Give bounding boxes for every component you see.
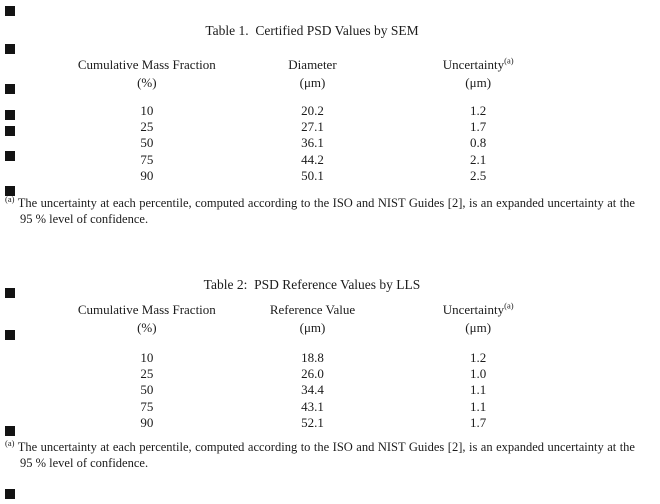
table2-header-col3: Uncertainty(a) (μm): [395, 301, 561, 337]
table1-col3-values: 1.2 1.7 0.8 2.1 2.5: [395, 103, 561, 184]
table-cell: 2.1: [470, 151, 487, 167]
footnote-text-line1: The uncertainty at each percentile, comp…: [17, 196, 635, 210]
table-cell: 27.1: [301, 119, 324, 135]
table-cell: 2.5: [470, 167, 487, 183]
table-cell: 18.8: [301, 350, 324, 365]
table2-footnote: (a) The uncertainty at each percentile, …: [5, 437, 635, 471]
footnote-marker: (a): [5, 193, 15, 204]
scan-artifact-mark: [5, 84, 15, 94]
col2-label: Reference Value: [269, 302, 356, 317]
table-cell: 50: [140, 382, 154, 398]
scan-artifact-mark: [5, 6, 15, 16]
col2-unit: (μm): [299, 75, 326, 90]
table2-header-col1: Cumulative Mass Fraction (%): [64, 301, 230, 337]
col1-unit: (%): [137, 320, 157, 335]
scan-artifact-mark: [5, 44, 15, 54]
table2-col1-values: 10 25 50 75 90: [64, 350, 230, 431]
table-cell: 90: [140, 167, 154, 183]
table1-footnote: (a) The uncertainty at each percentile, …: [5, 193, 635, 227]
col3-unit: (μm): [465, 320, 492, 335]
table1-header-col2: Diameter (μm): [230, 56, 396, 92]
table-cell: 1.1: [470, 382, 487, 398]
table-cell: 90: [140, 414, 154, 430]
table-cell: 26.0: [301, 366, 324, 382]
table-cell: 10: [140, 103, 154, 118]
table-cell: 34.4: [301, 382, 324, 398]
table-cell: 1.7: [470, 119, 487, 135]
table1-col2-values: 20.2 27.1 36.1 44.2 50.1: [230, 103, 396, 184]
col3-footnote-ref: (a): [504, 300, 514, 311]
footnote-text-line2: 95 % level of confidence.: [20, 455, 149, 470]
table1-header-col1: Cumulative Mass Fraction (%): [64, 56, 230, 92]
scan-artifact-mark: [5, 151, 15, 161]
footnote-marker: (a): [5, 437, 15, 448]
col1-unit: (%): [137, 75, 157, 90]
table2-header-row: Cumulative Mass Fraction (%) Reference V…: [64, 301, 561, 337]
table2-title: Table 2: PSD Reference Values by LLS: [203, 277, 421, 292]
table-cell: 10: [140, 350, 154, 365]
table-cell: 50: [140, 135, 154, 151]
table-cell: 43.1: [301, 398, 324, 414]
table1-data: 10 25 50 75 90 20.2 27.1 36.1 44.2 50.1 …: [64, 103, 561, 184]
table1-col1-values: 10 25 50 75 90: [64, 103, 230, 184]
table2-header-col2: Reference Value (μm): [230, 301, 396, 337]
table-cell: 36.1: [301, 135, 324, 151]
table1-header-row: Cumulative Mass Fraction (%) Diameter (μ…: [64, 56, 561, 92]
scan-artifact-mark: [5, 288, 15, 298]
table-cell: 1.1: [470, 398, 487, 414]
scan-artifact-mark: [5, 489, 15, 499]
col1-label: Cumulative Mass Fraction: [77, 302, 216, 317]
table2-data: 10 25 50 75 90 18.8 26.0 34.4 43.1 52.1 …: [64, 350, 561, 431]
scan-artifact-mark: [5, 330, 15, 340]
col2-label: Diameter: [288, 57, 337, 72]
table-cell: 0.8: [470, 135, 487, 151]
table-cell: 75: [140, 398, 154, 414]
scan-artifact-mark: [5, 186, 15, 196]
table-cell: 25: [140, 366, 154, 382]
scan-artifact-mark: [5, 110, 15, 120]
table1-title: Table 1. Certified PSD Values by SEM: [205, 23, 419, 38]
scan-artifact-mark: [5, 426, 15, 436]
table-cell: 1.7: [470, 414, 487, 430]
footnote-text-line1: The uncertainty at each percentile, comp…: [17, 440, 635, 454]
table-cell: 1.2: [470, 350, 487, 365]
table-cell: 50.1: [301, 167, 324, 183]
table-cell: 52.1: [301, 414, 324, 430]
table2-col3-values: 1.2 1.0 1.1 1.1 1.7: [395, 350, 561, 431]
table-cell: 20.2: [301, 103, 324, 118]
col3-footnote-ref: (a): [504, 55, 514, 66]
table2-col2-values: 18.8 26.0 34.4 43.1 52.1: [230, 350, 396, 431]
table-cell: 44.2: [301, 151, 324, 167]
scan-artifact-mark: [5, 126, 15, 136]
table-cell: 25: [140, 119, 154, 135]
col3-unit: (μm): [465, 75, 492, 90]
table-cell: 75: [140, 151, 154, 167]
table1-header-col3: Uncertainty(a) (μm): [395, 56, 561, 92]
footnote-text-line2: 95 % level of confidence.: [20, 211, 149, 226]
table-cell: 1.0: [470, 366, 487, 382]
col3-label: Uncertainty: [442, 57, 505, 72]
col1-label: Cumulative Mass Fraction: [77, 57, 216, 72]
col2-unit: (μm): [299, 320, 326, 335]
table-cell: 1.2: [470, 103, 487, 118]
col3-label: Uncertainty: [442, 302, 505, 317]
